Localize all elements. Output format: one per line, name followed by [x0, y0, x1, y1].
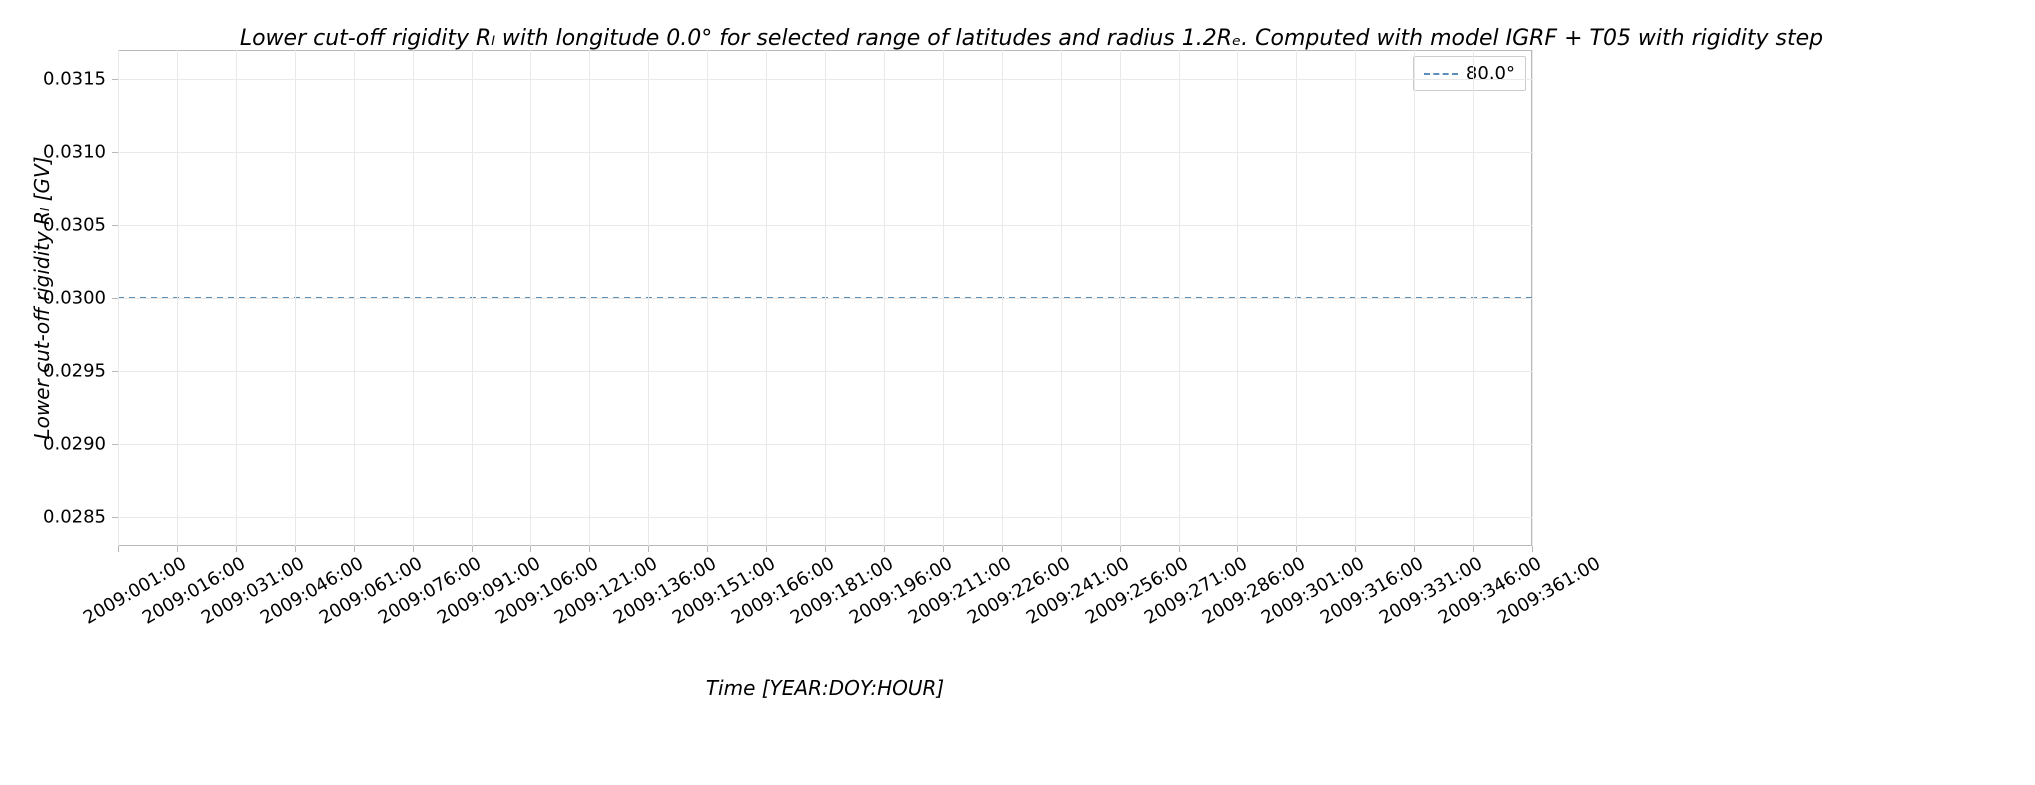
x-axis-label: Time [YEAR:DOY:HOUR]: [706, 676, 944, 700]
x-tick-mark: [354, 546, 355, 552]
x-gridline: [707, 50, 708, 546]
plot-area: 80.0° 0.02850.02900.02950.03000.03050.03…: [118, 50, 1532, 546]
x-gridline: [472, 50, 473, 546]
x-tick-mark: [1061, 546, 1062, 552]
x-gridline: [1002, 50, 1003, 546]
x-tick-mark: [295, 546, 296, 552]
x-tick-mark: [825, 546, 826, 552]
x-tick-mark: [884, 546, 885, 552]
x-gridline: [589, 50, 590, 546]
y-tick-label: 0.0315: [43, 69, 106, 90]
x-tick-mark: [707, 546, 708, 552]
x-gridline: [1355, 50, 1356, 546]
x-gridline: [236, 50, 237, 546]
x-tick-mark: [413, 546, 414, 552]
x-gridline: [177, 50, 178, 546]
x-tick-mark: [530, 546, 531, 552]
x-tick-mark: [648, 546, 649, 552]
x-tick-mark: [472, 546, 473, 552]
x-gridline: [1473, 50, 1474, 546]
x-tick-mark: [589, 546, 590, 552]
y-axis-label: Lower cut-off rigidity Rₗ [GV]: [30, 156, 54, 439]
x-tick-mark: [1414, 546, 1415, 552]
x-gridline: [1296, 50, 1297, 546]
x-gridline: [413, 50, 414, 546]
x-gridline: [1179, 50, 1180, 546]
x-tick-mark: [177, 546, 178, 552]
x-gridline: [943, 50, 944, 546]
x-gridline: [1414, 50, 1415, 546]
x-tick-mark: [1237, 546, 1238, 552]
x-tick-mark: [1002, 546, 1003, 552]
x-tick-mark: [1179, 546, 1180, 552]
x-gridline: [1120, 50, 1121, 546]
x-tick-mark: [236, 546, 237, 552]
y-tick-label: 0.0285: [43, 506, 106, 527]
x-gridline: [118, 50, 119, 546]
x-gridline: [295, 50, 296, 546]
x-gridline: [1061, 50, 1062, 546]
x-tick-mark: [943, 546, 944, 552]
chart-title-line1: Lower cut-off rigidity Rₗ with longitude…: [240, 26, 1823, 51]
x-gridline: [1532, 50, 1533, 546]
x-gridline: [766, 50, 767, 546]
legend: 80.0°: [1413, 56, 1526, 91]
x-tick-mark: [118, 546, 119, 552]
x-gridline: [884, 50, 885, 546]
x-tick-mark: [1473, 546, 1474, 552]
x-gridline: [825, 50, 826, 546]
x-tick-mark: [1355, 546, 1356, 552]
x-gridline: [648, 50, 649, 546]
x-tick-mark: [766, 546, 767, 552]
x-tick-mark: [1120, 546, 1121, 552]
x-tick-mark: [1532, 546, 1533, 552]
x-gridline: [530, 50, 531, 546]
legend-line-sample: [1424, 73, 1458, 75]
x-gridline: [354, 50, 355, 546]
x-tick-mark: [1296, 546, 1297, 552]
chart-container: Lower cut-off rigidity Rₗ with longitude…: [0, 0, 2035, 785]
x-gridline: [1237, 50, 1238, 546]
